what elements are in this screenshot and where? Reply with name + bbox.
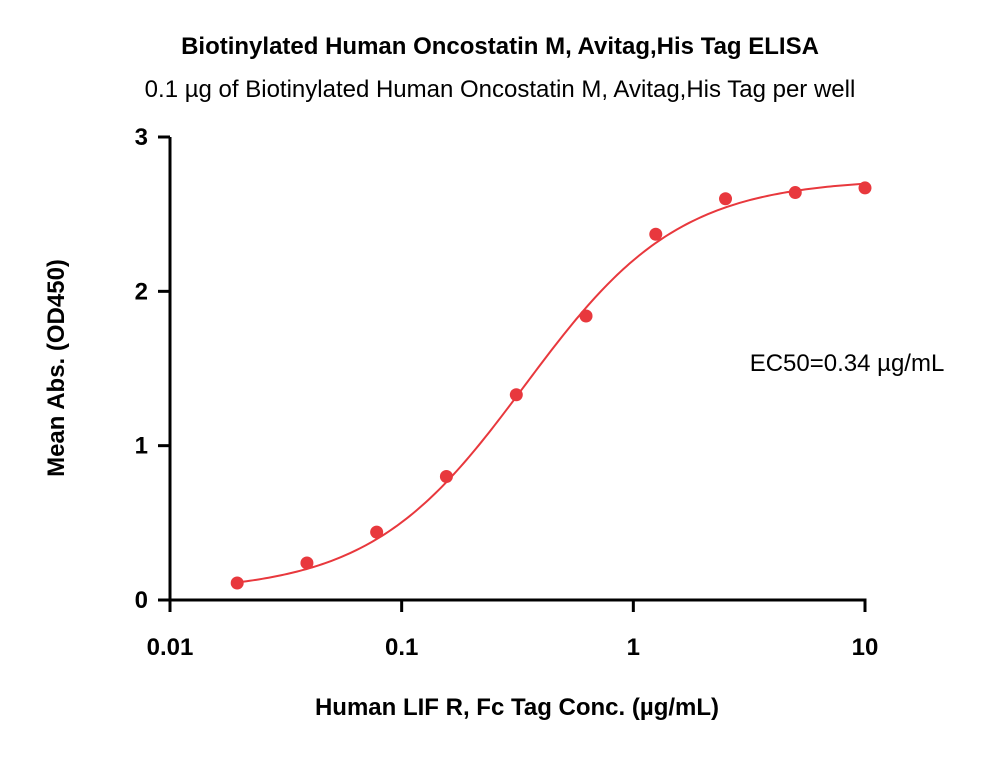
y-tick-label: 3 (135, 124, 148, 151)
y-tick-label: 0 (135, 587, 148, 614)
data-point (579, 309, 593, 323)
data-point (788, 186, 802, 200)
x-axis-label: Human LIF R, Fc Tag Conc. (µg/mL) (315, 694, 719, 721)
axes: 0 1 2 3 0.01 0.1 1 10 (135, 124, 879, 661)
data-point (439, 470, 453, 484)
ec50-annotation: EC50=0.34 µg/mL (750, 350, 945, 377)
y-tick-label: 1 (135, 433, 148, 460)
x-tick-label: 1 (627, 634, 640, 661)
data-point (858, 181, 872, 195)
x-tick-label: 10 (852, 634, 879, 661)
y-tick-label: 2 (135, 278, 148, 305)
data-point (719, 192, 733, 206)
data-points (230, 181, 872, 590)
x-tick-label: 0.1 (385, 634, 418, 661)
chart-title: Biotinylated Human Oncostatin M, Avitag,… (181, 33, 819, 60)
data-point (370, 525, 384, 539)
x-tick-label: 0.01 (147, 634, 194, 661)
data-point (509, 388, 523, 402)
fit-curve (237, 182, 866, 584)
data-point (649, 227, 663, 241)
chart-subtitle: 0.1 µg of Biotinylated Human Oncostatin … (144, 76, 856, 103)
data-point (300, 556, 314, 570)
data-point (230, 576, 244, 590)
y-axis-label: Mean Abs. (OD450) (43, 259, 70, 477)
